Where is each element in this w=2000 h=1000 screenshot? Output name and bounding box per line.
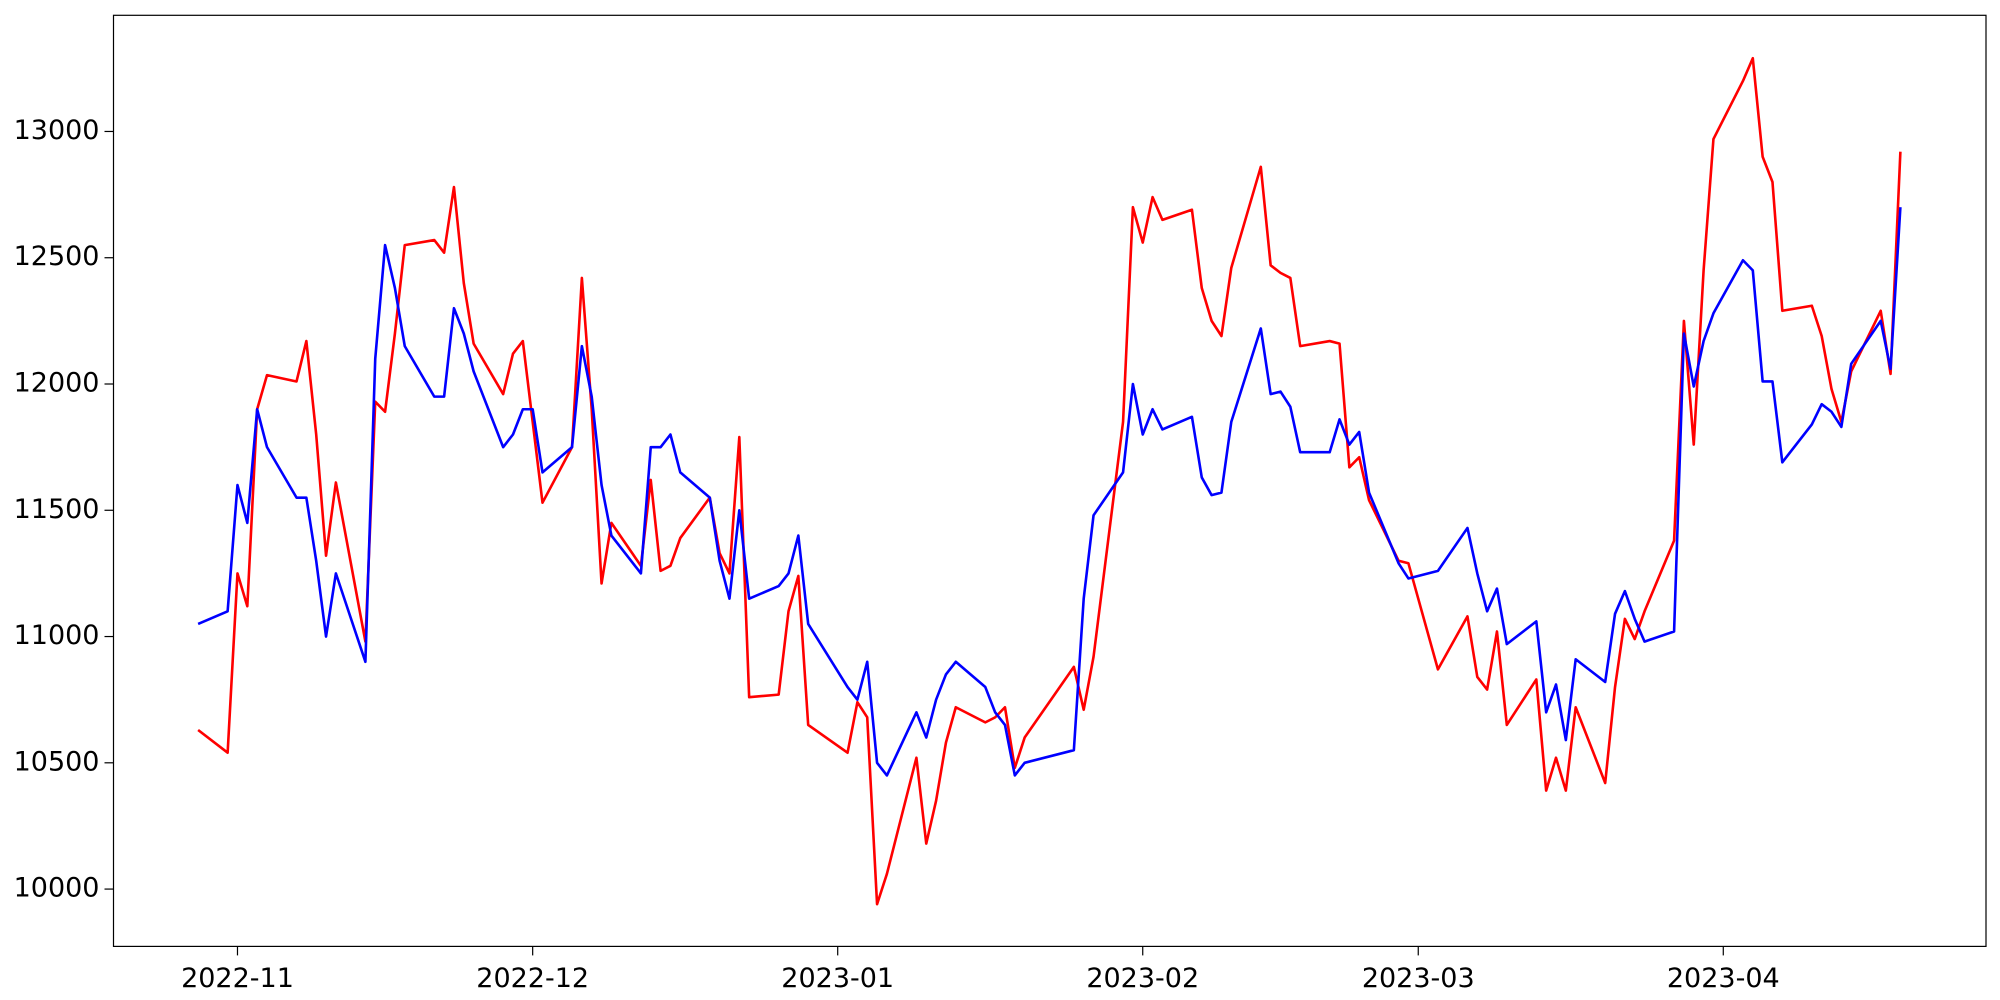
y-tick-label: 11500 [14,494,100,525]
x-tick-label: 2022-11 [181,963,294,994]
plot-frame [112,14,1987,947]
y-tick-label: 13000 [14,115,100,146]
series-line [197,56,1902,906]
y-tick-label: 12500 [14,241,100,272]
y-tick-label: 10500 [14,746,100,777]
x-tick-label: 2023-02 [1086,963,1199,994]
series-line [197,207,1902,777]
y-tick-label: 10000 [14,873,100,904]
x-tick-label: 2022-12 [476,963,589,994]
y-tick-label: 12000 [14,368,100,399]
x-tick-label: 2023-03 [1362,963,1475,994]
y-tick-label: 11000 [14,620,100,651]
x-tick-label: 2023-01 [781,963,894,994]
x-tick-label: 2023-04 [1667,963,1780,994]
